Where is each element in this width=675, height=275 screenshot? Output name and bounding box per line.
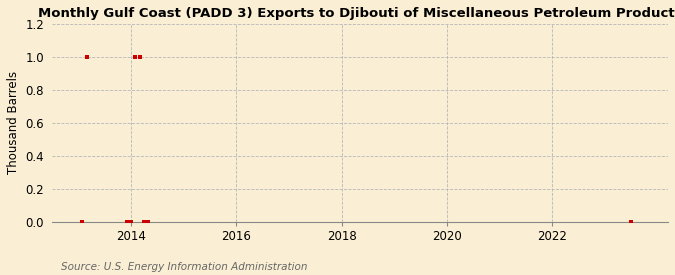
Title: Monthly Gulf Coast (PADD 3) Exports to Djibouti of Miscellaneous Petroleum Produ: Monthly Gulf Coast (PADD 3) Exports to D… [38,7,675,20]
Text: Source: U.S. Energy Information Administration: Source: U.S. Energy Information Administ… [61,262,307,272]
Y-axis label: Thousand Barrels: Thousand Barrels [7,72,20,175]
